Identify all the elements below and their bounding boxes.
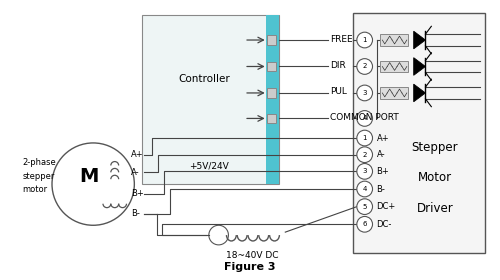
- Circle shape: [357, 111, 372, 126]
- Text: DC+: DC+: [376, 202, 396, 211]
- Text: 3: 3: [362, 90, 367, 96]
- Circle shape: [357, 59, 372, 74]
- Text: A+: A+: [132, 150, 144, 159]
- Text: 5: 5: [362, 204, 367, 210]
- Text: 1: 1: [362, 135, 367, 141]
- Polygon shape: [414, 58, 426, 75]
- Text: Stepper: Stepper: [412, 141, 459, 154]
- Text: 4: 4: [362, 115, 367, 122]
- Text: 2-phase: 2-phase: [22, 158, 56, 167]
- Text: B+: B+: [132, 189, 144, 199]
- Text: 1: 1: [362, 37, 367, 43]
- Text: 4: 4: [362, 186, 367, 192]
- Text: DIR: DIR: [330, 61, 346, 70]
- Text: 18~40V DC: 18~40V DC: [226, 251, 278, 260]
- Text: Controller: Controller: [178, 74, 230, 84]
- Circle shape: [357, 130, 372, 146]
- Text: 6: 6: [362, 221, 367, 227]
- Text: A-: A-: [132, 168, 140, 177]
- Text: 2: 2: [362, 64, 367, 69]
- Text: DC-: DC-: [376, 220, 392, 229]
- Bar: [266, 35, 276, 45]
- Polygon shape: [414, 31, 426, 49]
- Circle shape: [357, 216, 372, 232]
- Text: motor: motor: [22, 185, 48, 195]
- Text: PUL: PUL: [330, 87, 347, 97]
- Text: A-: A-: [376, 150, 385, 159]
- Text: A+: A+: [376, 134, 389, 143]
- Polygon shape: [414, 84, 426, 102]
- Text: Motor: Motor: [418, 171, 452, 184]
- Bar: [142, 15, 280, 184]
- Text: Driver: Driver: [416, 202, 454, 215]
- Text: +5V/24V: +5V/24V: [189, 162, 228, 171]
- Bar: [266, 88, 276, 98]
- Text: Figure 3: Figure 3: [224, 262, 276, 272]
- Circle shape: [52, 143, 134, 225]
- Text: B-: B-: [376, 185, 386, 193]
- Bar: [266, 113, 276, 123]
- Bar: [266, 15, 280, 184]
- Text: FREE: FREE: [330, 34, 353, 44]
- Text: M: M: [80, 167, 99, 186]
- Circle shape: [209, 225, 229, 245]
- Bar: [380, 34, 408, 46]
- Circle shape: [357, 32, 372, 48]
- Text: COMMON PORT: COMMON PORT: [330, 113, 399, 122]
- Bar: [380, 60, 408, 72]
- Circle shape: [357, 147, 372, 163]
- Circle shape: [357, 181, 372, 197]
- Bar: [353, 13, 485, 253]
- Circle shape: [357, 164, 372, 179]
- Bar: [380, 87, 408, 99]
- Text: B-: B-: [132, 209, 140, 218]
- Bar: [266, 62, 276, 71]
- Text: 2: 2: [362, 152, 367, 158]
- Text: B+: B+: [376, 167, 389, 176]
- Text: stepper: stepper: [22, 172, 55, 181]
- Circle shape: [357, 199, 372, 214]
- Circle shape: [357, 85, 372, 101]
- Text: 3: 3: [362, 168, 367, 174]
